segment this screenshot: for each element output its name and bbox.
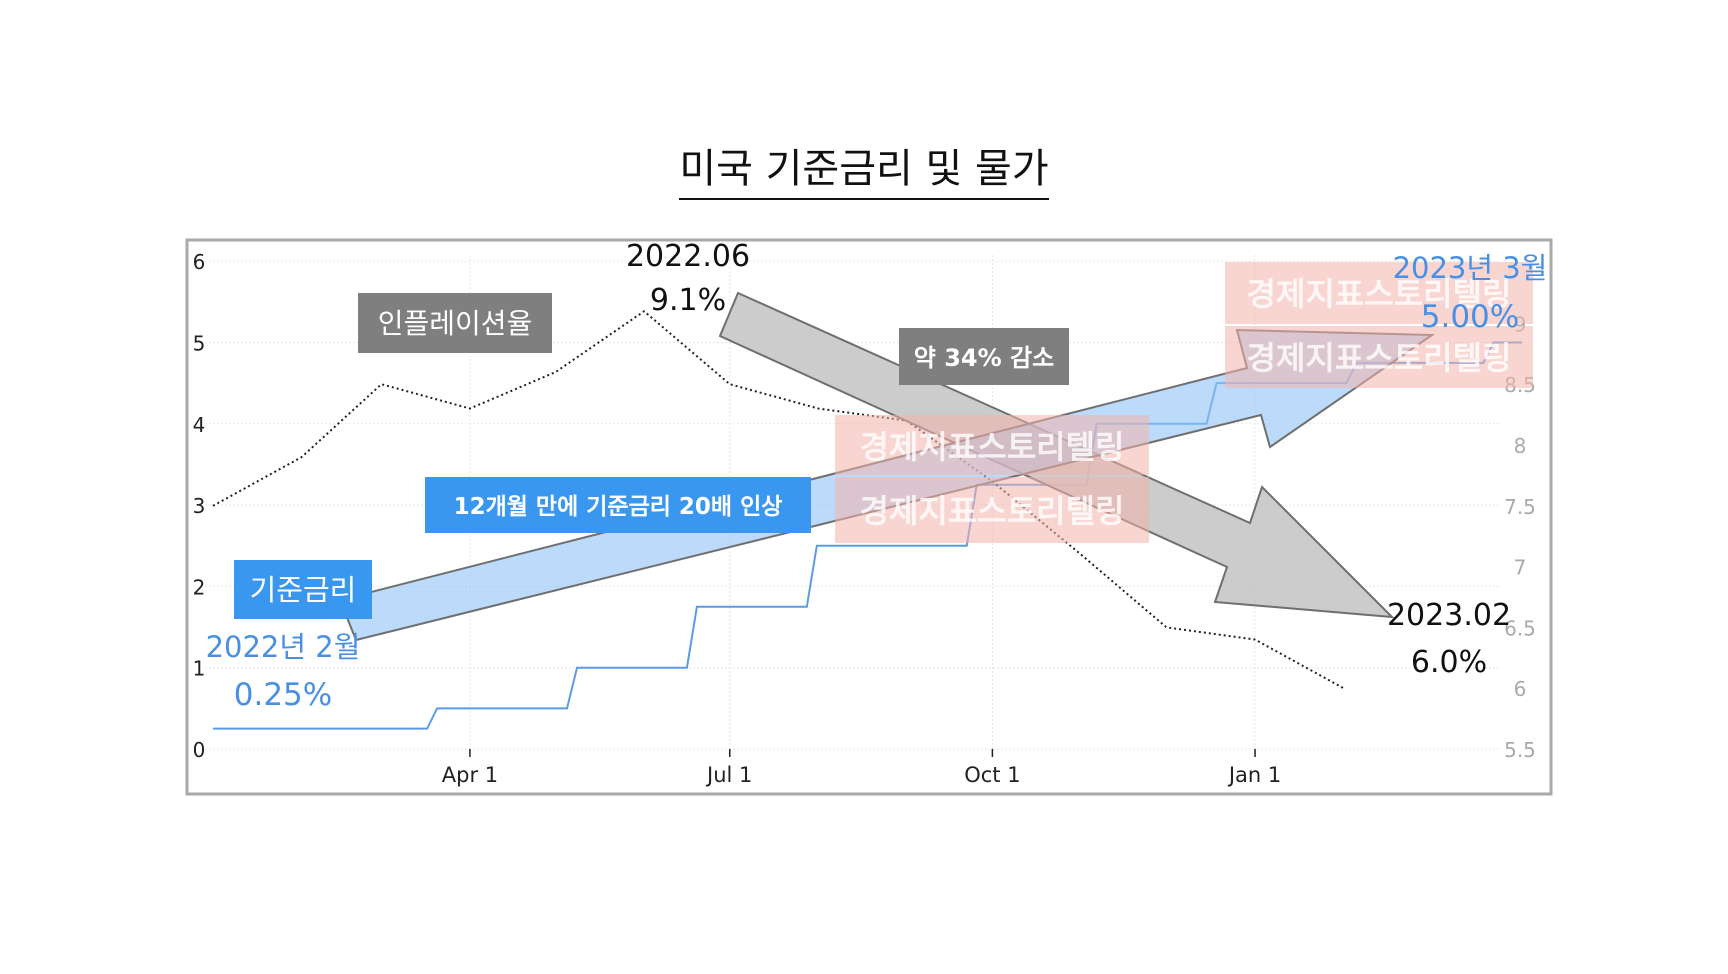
rate-label: 기준금리 (234, 560, 372, 619)
decrease-note: 약 34% 감소 (899, 328, 1069, 385)
y-left-tick-label: 3 (193, 494, 206, 518)
x-tick-label: Apr 1 (442, 763, 498, 787)
inflation-label: 인플레이션율 (358, 293, 552, 353)
inflation-label-text: 인플레이션율 (378, 307, 533, 340)
chart-title-text: 미국 기준금리 및 물가 (679, 146, 1049, 200)
watermark-box (835, 477, 1149, 543)
watermark-box (835, 415, 1149, 475)
y-right-tick-label: 8 (1514, 434, 1527, 458)
end-cpi-date-label: 2023.02 (1387, 598, 1511, 633)
peak-value-label: 9.1% (650, 283, 726, 318)
increase-note: 12개월 만에 기준금리 20배 인상 (425, 477, 811, 533)
watermark-text: 경제지표스토리텔링 (860, 492, 1125, 530)
y-right-tick-label: 6.5 (1504, 616, 1536, 640)
watermark-text: 경제지표스토리텔링 (1247, 339, 1512, 377)
watermark-group: 경제지표스토리텔링 경제지표스토리텔링 경제지표스토리텔링 경제지표스토리텔링 (835, 262, 1533, 543)
y-left-tick-label: 1 (193, 657, 206, 681)
decrease-note-text: 약 34% 감소 (914, 344, 1054, 372)
x-tick-label: Jan 1 (1227, 763, 1281, 787)
y-left-tick-label: 4 (193, 413, 206, 437)
start-value-label: 0.25% (234, 677, 332, 713)
rate-label-text: 기준금리 (250, 573, 357, 607)
y-left-tick-label: 0 (193, 738, 206, 762)
peak-date-label: 2022.06 (626, 239, 750, 274)
x-tick-label: Jul 1 (705, 763, 752, 787)
start-date-label: 2022년 2월 (206, 630, 361, 664)
end-rate-date-label: 2023년 3월 (1393, 251, 1548, 285)
rate-label-box (234, 560, 372, 619)
y-right-tick-label: 6 (1514, 677, 1527, 701)
end-rate-value-label: 5.00% (1421, 299, 1519, 335)
increase-note-text: 12개월 만에 기준금리 20배 인상 (454, 494, 783, 520)
chart-title: 미국 기준금리 및 물가 (0, 136, 1728, 200)
y-left-tick-label: 6 (193, 250, 206, 274)
watermark-box (1225, 262, 1533, 324)
watermark-text: 경제지표스토리텔링 (1247, 275, 1512, 313)
x-tick-label: Oct 1 (964, 763, 1020, 787)
watermark-text: 경제지표스토리텔링 (860, 428, 1125, 466)
y-right-tick-label: 7 (1514, 556, 1527, 580)
y-right-tick-label: 5.5 (1504, 738, 1536, 762)
y-left-tick-label: 2 (193, 575, 206, 599)
increase-note-box (425, 477, 811, 533)
inflation-label-box (358, 293, 552, 353)
y-right-tick-label: 7.5 (1504, 495, 1536, 519)
decrease-note-box (899, 328, 1069, 385)
end-cpi-value-label: 6.0% (1411, 645, 1487, 680)
watermark-box (1225, 326, 1533, 388)
y-left-tick-label: 5 (193, 332, 206, 356)
